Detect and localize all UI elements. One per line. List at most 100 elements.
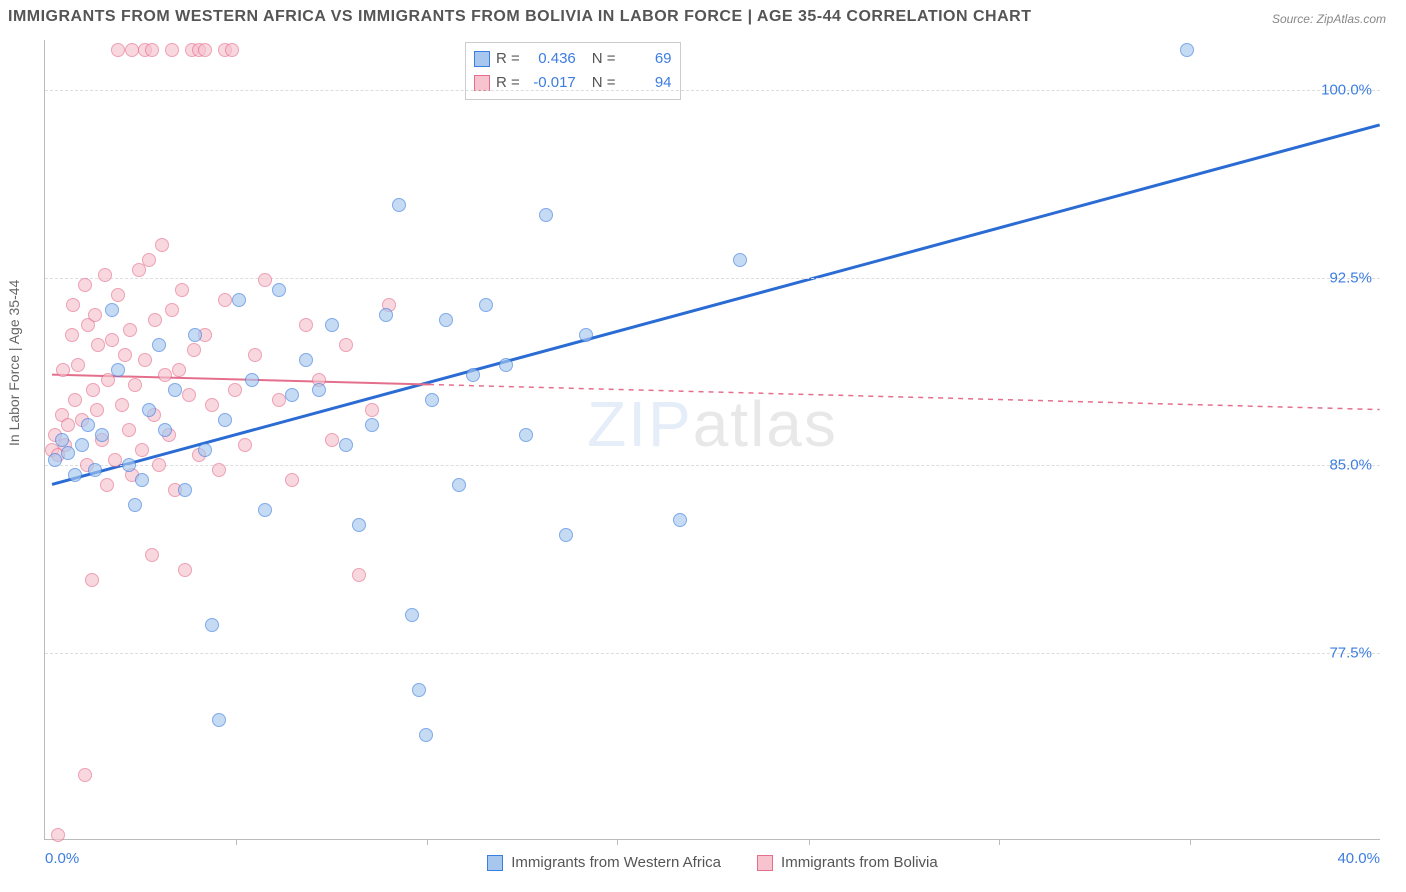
- r-value-a: 0.436: [526, 47, 576, 71]
- marker-series-b: [158, 368, 172, 382]
- marker-series-b: [122, 423, 136, 437]
- marker-series-a: [61, 446, 75, 460]
- x-tick-mark: [617, 839, 618, 845]
- x-tick-mark: [427, 839, 428, 845]
- marker-series-b: [142, 253, 156, 267]
- gridline-horizontal: [45, 90, 1380, 91]
- marker-series-b: [105, 333, 119, 347]
- legend-label-a: Immigrants from Western Africa: [511, 854, 721, 871]
- marker-series-b: [165, 303, 179, 317]
- marker-series-b: [91, 338, 105, 352]
- marker-series-a: [142, 403, 156, 417]
- marker-series-a: [128, 498, 142, 512]
- marker-series-a: [95, 428, 109, 442]
- marker-series-a: [539, 208, 553, 222]
- marker-series-a: [152, 338, 166, 352]
- marker-series-b: [51, 828, 65, 842]
- marker-series-a: [212, 713, 226, 727]
- marker-series-b: [56, 363, 70, 377]
- marker-series-a: [412, 683, 426, 697]
- chart-title: IMMIGRANTS FROM WESTERN AFRICA VS IMMIGR…: [8, 8, 1031, 26]
- marker-series-b: [68, 393, 82, 407]
- gridline-horizontal: [45, 653, 1380, 654]
- marker-series-a: [425, 393, 439, 407]
- marker-series-b: [148, 313, 162, 327]
- marker-series-a: [135, 473, 149, 487]
- watermark-atlas: atlas: [693, 388, 838, 460]
- marker-series-a: [352, 518, 366, 532]
- x-tick-mark: [999, 839, 1000, 845]
- marker-series-b: [115, 398, 129, 412]
- marker-series-b: [145, 43, 159, 57]
- marker-series-a: [122, 458, 136, 472]
- marker-series-b: [225, 43, 239, 57]
- marker-series-a: [168, 383, 182, 397]
- y-tick-label: 77.5%: [1329, 644, 1372, 661]
- marker-series-a: [232, 293, 246, 307]
- marker-series-a: [365, 418, 379, 432]
- marker-series-b: [258, 273, 272, 287]
- marker-series-a: [272, 283, 286, 297]
- marker-series-a: [392, 198, 406, 212]
- marker-series-b: [248, 348, 262, 362]
- stats-row-series-b: R = -0.017 N = 94: [474, 71, 672, 95]
- y-axis-title: In Labor Force | Age 35-44: [6, 280, 22, 446]
- legend-item-a: Immigrants from Western Africa: [487, 854, 721, 871]
- marker-series-b: [172, 363, 186, 377]
- marker-series-a: [439, 313, 453, 327]
- marker-series-b: [85, 573, 99, 587]
- marker-series-b: [145, 548, 159, 562]
- source-credit: Source: ZipAtlas.com: [1272, 12, 1386, 26]
- marker-series-b: [135, 443, 149, 457]
- marker-series-a: [673, 513, 687, 527]
- n-value-b: 94: [622, 71, 672, 95]
- marker-series-b: [128, 378, 142, 392]
- marker-series-b: [108, 453, 122, 467]
- marker-series-a: [105, 303, 119, 317]
- marker-series-a: [733, 253, 747, 267]
- marker-series-b: [178, 563, 192, 577]
- trend-line-series-b-dashed: [429, 385, 1380, 410]
- legend-item-b: Immigrants from Bolivia: [757, 854, 938, 871]
- y-tick-label: 92.5%: [1329, 269, 1372, 286]
- marker-series-a: [111, 363, 125, 377]
- n-value-a: 69: [622, 47, 672, 71]
- marker-series-b: [152, 458, 166, 472]
- marker-series-b: [78, 278, 92, 292]
- marker-series-a: [559, 528, 573, 542]
- marker-series-b: [212, 463, 226, 477]
- marker-series-a: [285, 388, 299, 402]
- legend-label-b: Immigrants from Bolivia: [781, 854, 938, 871]
- marker-series-b: [138, 353, 152, 367]
- marker-series-a: [519, 428, 533, 442]
- y-tick-label: 100.0%: [1321, 82, 1372, 99]
- marker-series-b: [125, 43, 139, 57]
- marker-series-b: [123, 323, 137, 337]
- marker-series-a: [178, 483, 192, 497]
- n-label-a: N =: [592, 47, 616, 71]
- marker-series-b: [111, 43, 125, 57]
- marker-series-b: [205, 398, 219, 412]
- marker-series-b: [175, 283, 189, 297]
- series-legend: Immigrants from Western Africa Immigrant…: [45, 854, 1380, 871]
- marker-series-a: [479, 298, 493, 312]
- plot-area: ZIPatlas R = 0.436 N = 69 R = -0.017 N =…: [44, 40, 1380, 840]
- marker-series-a: [218, 413, 232, 427]
- marker-series-a: [499, 358, 513, 372]
- stats-row-series-a: R = 0.436 N = 69: [474, 47, 672, 71]
- marker-series-b: [90, 403, 104, 417]
- marker-series-a: [312, 383, 326, 397]
- marker-series-b: [111, 288, 125, 302]
- marker-series-a: [88, 463, 102, 477]
- marker-series-b: [66, 298, 80, 312]
- marker-series-b: [98, 268, 112, 282]
- marker-series-b: [339, 338, 353, 352]
- marker-series-b: [78, 768, 92, 782]
- x-tick-mark: [1190, 839, 1191, 845]
- marker-series-a: [81, 418, 95, 432]
- swatch-series-a: [474, 51, 490, 67]
- gridline-horizontal: [45, 465, 1380, 466]
- marker-series-a: [1180, 43, 1194, 57]
- marker-series-a: [158, 423, 172, 437]
- marker-series-b: [118, 348, 132, 362]
